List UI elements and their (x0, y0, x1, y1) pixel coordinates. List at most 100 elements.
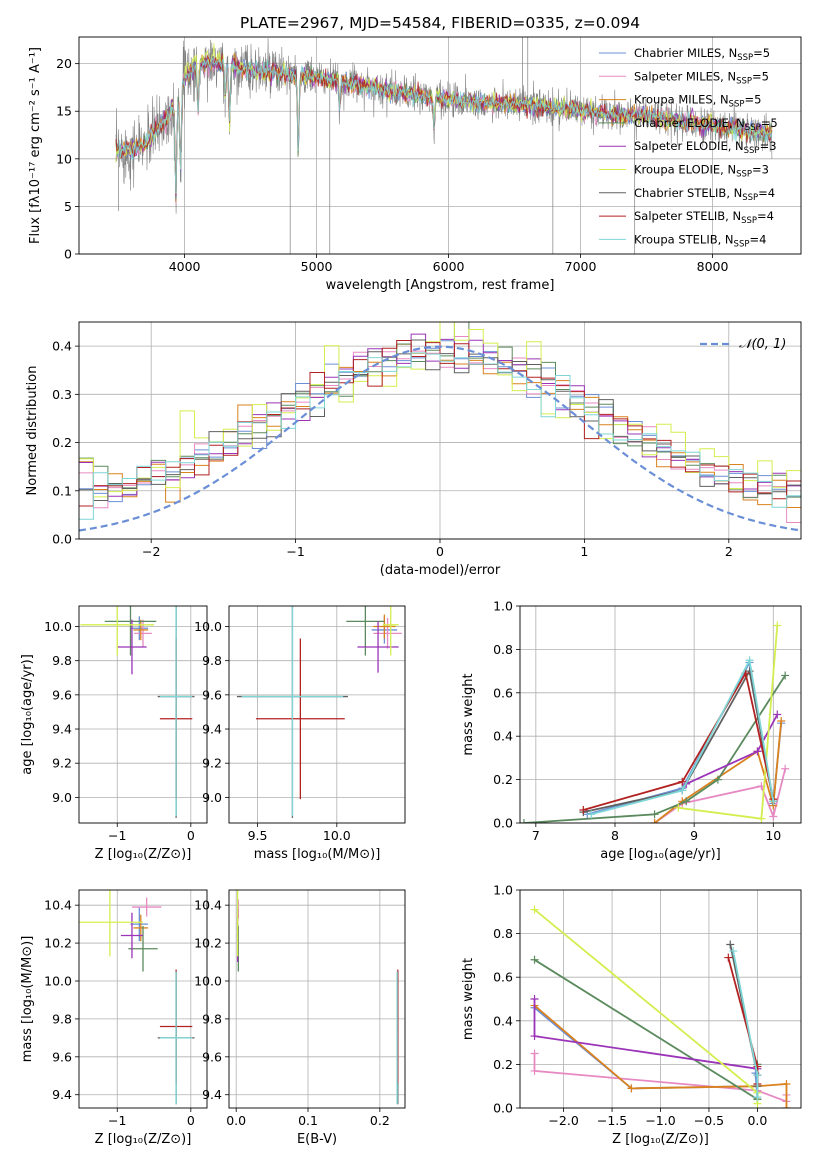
legend-sub: SSP (736, 170, 752, 180)
residuals-marks (79, 322, 801, 532)
mass-weight-marker (729, 947, 738, 956)
y-tick-label: 0 (64, 247, 72, 262)
legend-normal-label: 𝒩(0, 1) (739, 337, 786, 352)
y-tick-label: 9.8 (202, 653, 222, 668)
mass-weight-marker (769, 797, 778, 806)
residual-histogram-step (79, 352, 801, 520)
legend-entry: Kroupa MILES, NSSP=5 (634, 93, 761, 110)
y-tick-label: 9.8 (52, 653, 72, 668)
errorbar-point (159, 971, 193, 1105)
x-tick-label: 0.0 (747, 1113, 767, 1128)
legend-entry: Salpeter STELIB, NSSP=4 (634, 209, 774, 226)
legend-suffix: =5 (744, 93, 761, 107)
spectrum-ylabel: Flux [fλ10⁻¹⁷ erg cm⁻² s⁻¹ A⁻¹] (28, 47, 43, 244)
y-tick-label: 10.2 (194, 936, 222, 951)
mass-weight-marker (782, 1104, 791, 1108)
weight_vs_age-xlabel: age [log₁₀(age/yr)] (600, 847, 721, 862)
legend-label: Kroupa ELODIE, N (634, 163, 736, 177)
y-tick-label: 10.0 (194, 973, 222, 988)
mass_vs_ebv-grid (229, 890, 405, 1108)
mass-weight-marker (753, 1093, 762, 1102)
errorbar-point (79, 890, 143, 957)
x-tick-label: 6000 (433, 259, 465, 274)
y-tick-label: 1.0 (493, 883, 513, 898)
x-tick-label: 0.0 (226, 1113, 246, 1128)
age_vs_Z-xlabel: Z [log₁₀(Z/Z⊙)] (95, 847, 192, 862)
y-tick-label: 0.4 (493, 729, 513, 744)
x-tick-label: 7 (532, 828, 540, 843)
y-tick-label: 9.6 (52, 1049, 72, 1064)
age_vs_mass-grid (229, 606, 405, 823)
mass-weight-marker (781, 671, 790, 680)
mass-weight-marker (530, 995, 539, 1003)
age_vs_mass-xlabel: mass [log₁₀(M/M⊙)] (254, 847, 381, 862)
mass-weight-marker (678, 786, 687, 795)
x-tick-label: −1 (108, 828, 126, 843)
y-tick-label: 9.4 (202, 1087, 222, 1102)
legend-sub: SSP (742, 193, 758, 203)
y-tick-label: 0.8 (493, 926, 513, 941)
legend-label: Kroupa STELIB, N (634, 232, 734, 246)
legend-sub: SSP (736, 76, 752, 86)
age_vs_Z-axes-frame (78, 605, 208, 824)
weight_vs_age-ylabel: mass weight (461, 673, 476, 755)
y-tick-label: 9.4 (202, 722, 222, 737)
errorbar-point (104, 606, 157, 656)
mass-weight-marker (682, 797, 691, 806)
figure-title: PLATE=2967, MJD=54584, FIBERID=0335, z=0… (240, 14, 640, 32)
x-tick-label: −1 (108, 1113, 126, 1128)
x-tick-label: 10 (765, 828, 781, 843)
mass_vs_Z-ylabel: mass [log₁₀(M/M⊙)] (20, 936, 35, 1063)
spectrum-axes-frame (78, 36, 802, 255)
legend-suffix: =4 (757, 209, 774, 223)
mass-weight-marker (674, 803, 683, 812)
y-tick-label: 0.2 (493, 1057, 513, 1072)
x-tick-label: 8 (611, 828, 619, 843)
x-tick-label: 0 (187, 828, 195, 843)
mass-weight-marker (724, 953, 733, 962)
mass-weight-marker (530, 1049, 539, 1058)
y-tick-label: 15 (56, 104, 72, 119)
age_vs_mass-marks (236, 606, 402, 818)
legend-sub: SSP (734, 239, 750, 249)
x-tick-label: −1 (286, 544, 304, 559)
y-tick-label: 9.2 (202, 756, 222, 771)
residuals-ylabel: Normed distribution (25, 366, 40, 496)
x-tick-label: 4000 (169, 259, 201, 274)
y-tick-label: 9.6 (202, 687, 222, 702)
legend-label: Chabrier ELODIE, N (634, 116, 745, 130)
y-tick-label: 0.6 (493, 970, 513, 985)
y-tick-label: 0.4 (52, 339, 72, 354)
panel-age_vs_Z: −1 0 9.0 9.2 9.4 9.6 9.8 10.0 Z [log₁₀(Z/Z⊙)] age… (20, 605, 208, 862)
model-spectrum-line (115, 57, 773, 194)
y-tick-label: 0.3 (52, 387, 72, 402)
x-tick-label: 9.5 (248, 828, 268, 843)
errorbar-point (241, 606, 344, 817)
x-tick-label: 2 (725, 544, 733, 559)
weight_vs_Z-xlabel: Z [log₁₀(Z/Z⊙)] (612, 1132, 709, 1147)
errorbar-point (133, 914, 149, 942)
age_vs_mass-axes-frame (228, 605, 406, 824)
x-tick-label: 5000 (301, 259, 333, 274)
weight_vs_age-marks (520, 621, 790, 823)
legend-sub: SSP (737, 53, 753, 63)
x-tick-label: 1 (580, 544, 588, 559)
x-tick-label: −2.0 (548, 1113, 578, 1128)
errorbar-point (80, 606, 155, 656)
x-tick-label: 9 (690, 828, 698, 843)
y-tick-label: 0.6 (493, 685, 513, 700)
y-tick-label: 0.0 (493, 816, 513, 831)
errorbar-point (382, 606, 399, 656)
y-tick-label: 10.4 (44, 898, 72, 913)
y-tick-label: 10 (56, 151, 72, 166)
mass-weight-marker (726, 940, 735, 949)
y-tick-label: 9.0 (202, 790, 222, 805)
legend-suffix: =4 (749, 232, 766, 246)
y-tick-label: 0.4 (493, 1013, 513, 1028)
errorbar-point (236, 890, 239, 957)
legend-label: Kroupa MILES, N (634, 93, 729, 107)
legend-sub: SSP (741, 216, 757, 226)
legend-sub: SSP (744, 146, 760, 156)
legend-label: Salpeter ELODIE, N (634, 139, 744, 153)
